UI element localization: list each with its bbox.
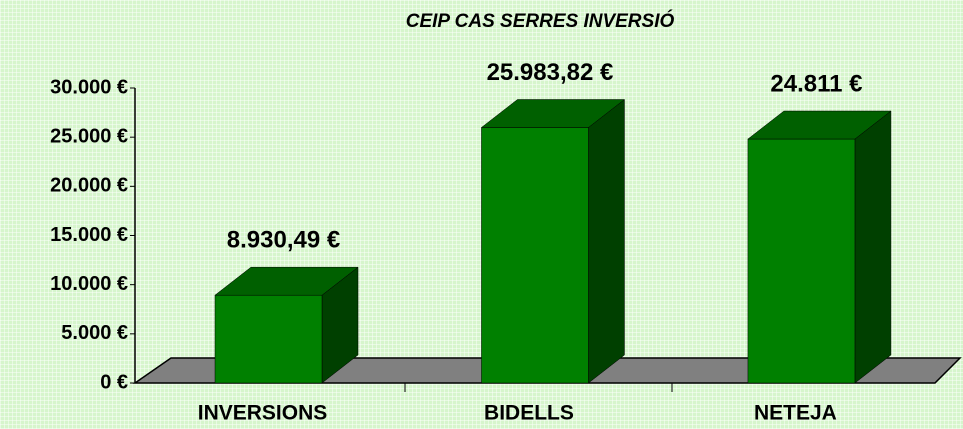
bar-side	[854, 110, 892, 384]
bar-side	[588, 98, 625, 384]
value-label: 25.983,82 €	[487, 59, 614, 86]
y-tick-label: 10.000 €	[50, 273, 128, 295]
y-tick-label: 20.000 €	[50, 175, 128, 197]
y-tick-label: 5.000 €	[61, 322, 128, 344]
y-tick-label: 30.000 €	[50, 76, 128, 98]
bar-top	[747, 110, 892, 140]
x-tick-label: NETEJA	[754, 402, 837, 425]
bar	[214, 294, 323, 384]
bar-top	[214, 266, 359, 296]
bar-top	[480, 99, 626, 128]
value-label: 8.930,49 €	[227, 227, 340, 254]
value-label: 24.811 €	[770, 70, 862, 97]
chart-title: CEIP CAS SERRES INVERSIÓ	[406, 10, 675, 32]
bar	[747, 138, 856, 384]
y-tick-label: 0 €	[100, 371, 128, 393]
bar	[481, 127, 589, 384]
y-tick-label: 15.000 €	[50, 224, 128, 246]
x-tick-label: BIDELLS	[484, 402, 574, 425]
y-tick-label: 25.000 €	[50, 125, 128, 147]
x-tick-label: INVERSIONS	[198, 402, 328, 425]
